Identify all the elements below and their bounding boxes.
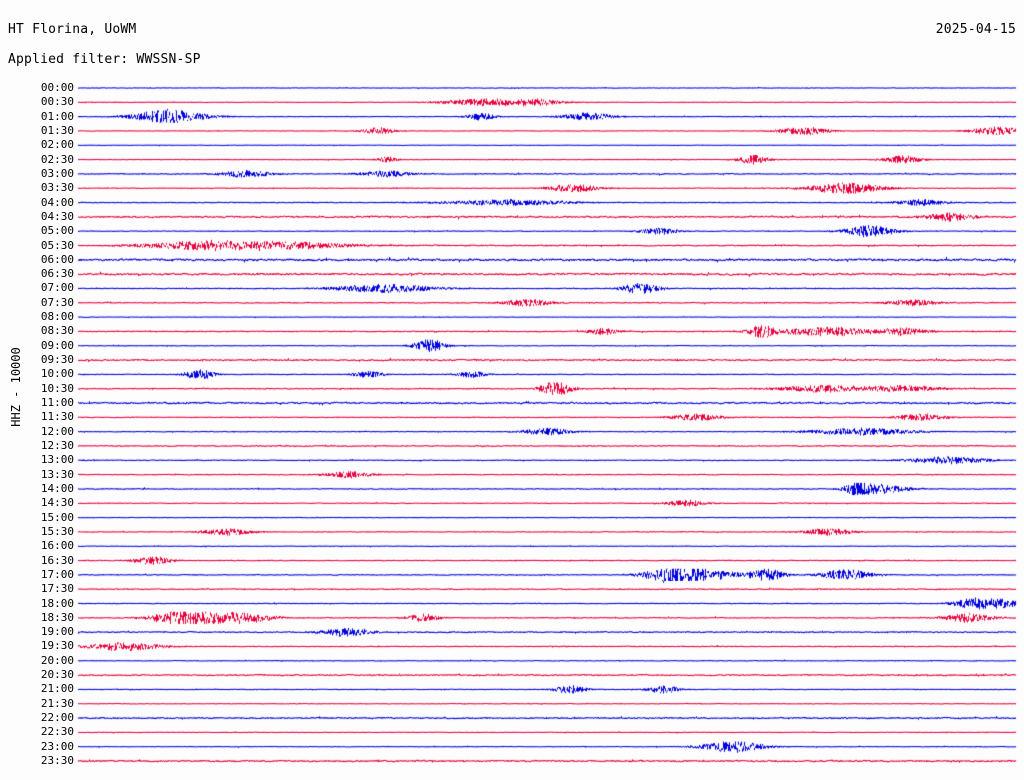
time-tick-07-00: 07:00: [40, 281, 74, 295]
trace-area: 00:00 00:30 01:00 01:30 02:00 02:30 03:00 03:30…: [0, 78, 1024, 778]
time-tick-18-00: 18:00: [40, 596, 74, 610]
time-tick-21-30: 21:30: [40, 696, 74, 710]
station-title: HT Florina, UoWM: [8, 22, 137, 37]
time-tick-23-00: 23:00: [40, 739, 74, 753]
time-tick-08-00: 08:00: [40, 310, 74, 324]
time-tick-12-00: 12:00: [40, 424, 74, 438]
time-tick-00-00: 00:00: [40, 81, 74, 94]
time-tick-12-30: 12:30: [40, 439, 74, 452]
time-tick-05-30: 05:30: [40, 238, 74, 252]
time-tick-21-00: 21:00: [40, 682, 74, 696]
time-tick-23-30: 23:30: [40, 754, 74, 768]
time-tick-06-30: 06:30: [40, 267, 74, 281]
time-tick-04-30: 04:30: [40, 209, 74, 223]
time-tick-01-30: 01:30: [40, 123, 74, 137]
time-tick-16-00: 16:00: [40, 539, 74, 553]
time-tick-13-30: 13:30: [40, 467, 74, 481]
time-tick-05-00: 05:00: [40, 224, 74, 238]
time-tick-02-00: 02:00: [40, 138, 74, 152]
time-tick-18-30: 18:30: [40, 610, 74, 624]
time-tick-10-30: 10:30: [40, 381, 74, 395]
time-tick-02-30: 02:30: [40, 152, 74, 166]
seismogram-canvas: [0, 78, 1024, 778]
time-tick-01-00: 01:00: [40, 109, 74, 123]
time-tick-13-00: 13:00: [40, 453, 74, 467]
time-tick-07-30: 07:30: [40, 295, 74, 309]
time-tick-19-00: 19:00: [40, 625, 74, 639]
time-tick-22-30: 22:30: [40, 725, 74, 739]
time-tick-17-00: 17:00: [40, 567, 74, 581]
time-tick-17-30: 17:30: [40, 582, 74, 596]
time-tick-08-30: 08:30: [40, 324, 74, 338]
time-tick-19-30: 19:30: [40, 639, 74, 653]
date-label: 2025-04-15: [935, 22, 1016, 37]
time-tick-09-00: 09:00: [40, 338, 74, 352]
time-tick-14-30: 14:30: [40, 496, 74, 510]
time-tick-15-30: 15:30: [40, 524, 74, 538]
time-tick-04-00: 04:00: [40, 195, 74, 209]
time-tick-10-00: 10:00: [40, 367, 74, 381]
applied-filter-label: Applied filter: WWSSN-SP: [8, 52, 201, 67]
time-tick-11-30: 11:30: [40, 410, 74, 424]
time-tick-15-00: 15:00: [40, 510, 74, 524]
time-tick-03-30: 03:30: [40, 181, 74, 195]
time-tick-09-30: 09:30: [40, 353, 74, 367]
time-tick-16-30: 16:30: [40, 553, 74, 567]
time-tick-14-00: 14:00: [40, 481, 74, 495]
time-tick-00-30: 00:30: [40, 95, 74, 109]
time-tick-20-30: 20:30: [40, 668, 74, 682]
time-tick-11-00: 11:00: [40, 396, 74, 410]
time-tick-22-00: 22:00: [40, 711, 74, 725]
time-tick-06-00: 06:00: [40, 252, 74, 266]
time-tick-03-00: 03:00: [40, 166, 74, 180]
time-tick-20-00: 20:00: [40, 653, 74, 667]
